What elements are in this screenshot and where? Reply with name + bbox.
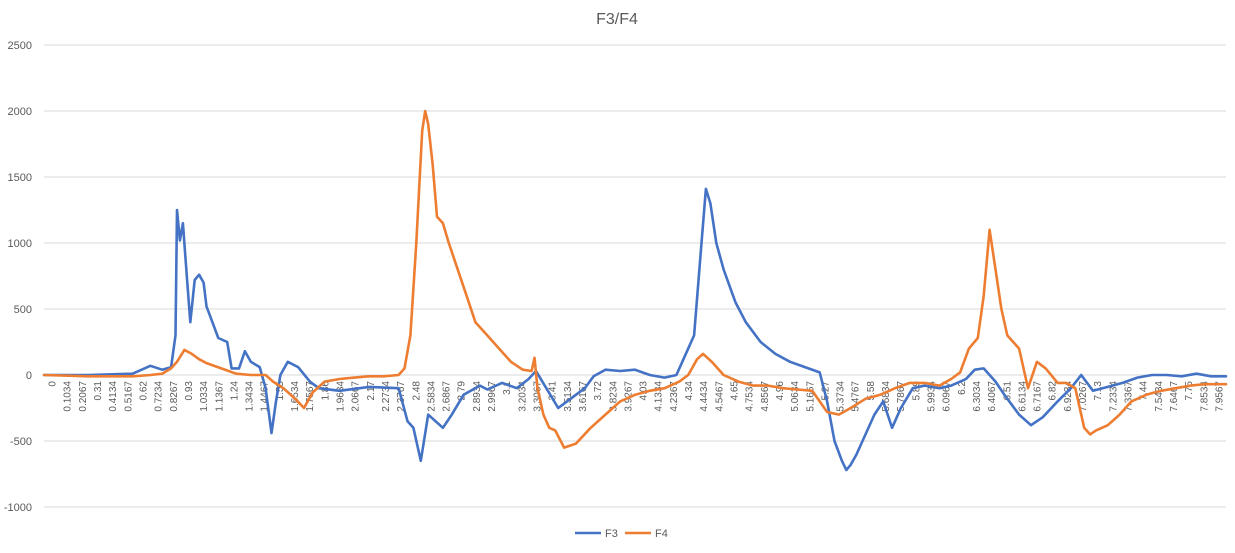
x-tick-label: 7.0267 — [1078, 381, 1089, 412]
x-tick-label: 3.1 — [502, 381, 513, 395]
x-tick-label: 5.9934 — [927, 381, 938, 412]
x-tick-label: 5.4767 — [851, 381, 862, 412]
x-tick-label: 6.4067 — [987, 381, 998, 412]
x-tick-label: 1.1367 — [214, 381, 225, 412]
x-tick-label: 5.89 — [911, 381, 922, 401]
x-tick-label: 4.2367 — [669, 381, 680, 412]
x-tick-label: 6.6134 — [1017, 381, 1028, 412]
series-lines — [42, 109, 1228, 472]
x-tick-label: 0.5167 — [123, 381, 134, 412]
x-tick-label: 6.3034 — [972, 381, 983, 412]
x-tick-label: 6.51 — [1002, 381, 1013, 401]
x-tick-label: 4.96 — [775, 381, 786, 401]
x-tick-label: 2.6867 — [442, 381, 453, 412]
x-tick-label: 2.0667 — [351, 381, 362, 412]
x-tick-label: 7.9567 — [1214, 381, 1225, 412]
chart-title: F3/F4 — [596, 11, 638, 28]
x-tick-label: 3.41 — [548, 381, 559, 401]
x-tick-label: 0.1034 — [63, 381, 74, 412]
x-tick-label: 4.1334 — [654, 381, 665, 412]
y-tick-label: 0 — [26, 370, 32, 382]
x-tick-label: 3.2034 — [517, 381, 528, 412]
x-tick-label: 0.4134 — [108, 381, 119, 412]
x-tick-label: 1.86 — [320, 381, 331, 401]
x-tick-label: 6.0967 — [942, 381, 953, 412]
x-tick-label: 2.48 — [411, 381, 422, 401]
x-tick-label: 7.44 — [1139, 381, 1150, 401]
series-line-f4 — [42, 109, 1228, 449]
y-tick-label: 1500 — [8, 172, 32, 184]
x-tick-label: 3.6167 — [578, 381, 589, 412]
x-tick-label: 0.31 — [93, 381, 104, 401]
x-tick-label: 7.8534 — [1199, 381, 1210, 412]
x-tick-label: 3.72 — [593, 381, 604, 401]
x-tick-label: 6.7167 — [1033, 381, 1044, 412]
x-tick-label: 5.6834 — [881, 381, 892, 412]
x-tick-label: 2.9967 — [487, 381, 498, 412]
x-tick-label: 5.1667 — [805, 381, 816, 412]
legend-label-f3: F3 — [605, 528, 618, 540]
x-tick-label: 5.27 — [820, 381, 831, 401]
x-tick-label: 2.17 — [366, 381, 377, 401]
x-tick-label: 4.65 — [730, 381, 741, 401]
x-tick-label: 1.0334 — [199, 381, 210, 412]
y-tick-label: 2000 — [8, 106, 32, 118]
x-tick-label: 4.34 — [684, 381, 695, 401]
y-tick-label: -500 — [10, 436, 32, 448]
x-tick-label: 2.8934 — [472, 381, 483, 412]
x-tick-label: 0.2067 — [78, 381, 89, 412]
x-tick-label: 4.8567 — [760, 381, 771, 412]
x-tick-label: 3.8234 — [608, 381, 619, 412]
x-tick-label: 6.82 — [1048, 381, 1059, 401]
x-tick-label: 0.8267 — [169, 381, 180, 412]
x-tick-label: 5.7867 — [896, 381, 907, 412]
gridlines — [44, 44, 1226, 508]
legend-label-f4: F4 — [655, 528, 668, 540]
y-tick-label: 1000 — [8, 238, 32, 250]
x-tick-label: 1.3434 — [245, 381, 256, 412]
x-tick-label: 0 — [48, 381, 59, 387]
x-tick-label: 4.4434 — [699, 381, 710, 412]
x-tick-label: 6.9234 — [1063, 381, 1074, 412]
x-tick-label: 1.55 — [275, 381, 286, 401]
x-tick-label: 2.79 — [457, 381, 468, 401]
y-tick-label: -1000 — [4, 502, 32, 514]
y-axis-ticks: -1000 -500 0 500 1000 1500 2000 2500 — [4, 40, 32, 514]
x-tick-label: 0.93 — [184, 381, 195, 401]
y-tick-label: 500 — [14, 304, 32, 316]
legend: F3 F4 — [575, 528, 668, 540]
x-tick-label: 1.6534 — [290, 381, 301, 412]
x-tick-label: 0.62 — [139, 381, 150, 401]
x-tick-label: 1.9634 — [336, 381, 347, 412]
x-tick-label: 6.2 — [957, 381, 968, 395]
x-tick-label: 3.9267 — [623, 381, 634, 412]
x-axis-ticks: 0 0.1034 0.2067 0.31 0.4134 0.5167 0.62 0.7234 0… — [48, 381, 1226, 412]
x-tick-label: 7.3367 — [1124, 381, 1135, 412]
x-tick-label: 1.24 — [229, 381, 240, 401]
series-line-f3 — [42, 187, 1228, 472]
x-tick-label: 4.7534 — [745, 381, 756, 412]
x-tick-label: 2.2734 — [381, 381, 392, 412]
x-tick-label: 1.4467 — [260, 381, 271, 412]
x-tick-label: 7.6467 — [1169, 381, 1180, 412]
x-tick-label: 4.03 — [639, 381, 650, 401]
y-tick-label: 2500 — [8, 40, 32, 52]
x-tick-label: 7.5434 — [1154, 381, 1165, 412]
x-tick-label: 5.0634 — [790, 381, 801, 412]
x-tick-label: 7.75 — [1184, 381, 1195, 401]
x-tick-label: 7.2334 — [1108, 381, 1119, 412]
x-tick-label: 2.5834 — [426, 381, 437, 412]
x-tick-label: 5.3734 — [836, 381, 847, 412]
x-tick-label: 4.5467 — [714, 381, 725, 412]
x-tick-label: 5.58 — [866, 381, 877, 401]
x-tick-label: 0.7234 — [154, 381, 165, 412]
x-tick-label: 3.5134 — [563, 381, 574, 412]
